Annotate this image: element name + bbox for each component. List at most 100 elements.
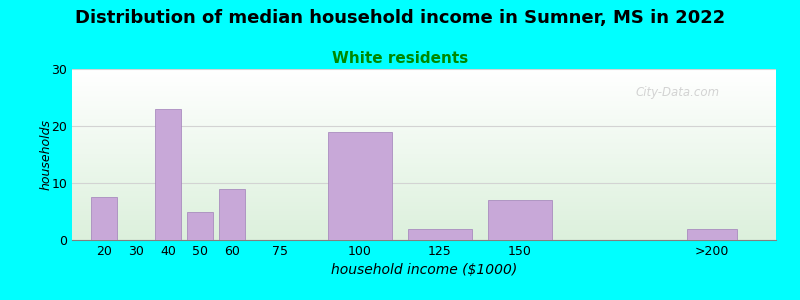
Bar	[72, 216, 776, 217]
Bar	[72, 118, 776, 119]
Bar	[72, 94, 776, 95]
Bar	[72, 99, 776, 100]
Bar	[72, 97, 776, 98]
Bar	[72, 95, 776, 96]
Bar	[72, 117, 776, 118]
Bar	[72, 206, 776, 207]
Bar	[72, 69, 776, 70]
Bar	[72, 232, 776, 233]
Bar	[187, 212, 213, 240]
Bar	[72, 90, 776, 91]
Bar	[72, 134, 776, 135]
Bar	[72, 180, 776, 181]
Bar	[72, 200, 776, 201]
Bar	[72, 159, 776, 160]
Bar	[72, 182, 776, 183]
Bar	[72, 83, 776, 84]
Bar	[72, 91, 776, 92]
Bar	[72, 151, 776, 152]
Bar	[72, 73, 776, 74]
Bar	[72, 214, 776, 215]
Bar	[72, 223, 776, 224]
Bar	[72, 155, 776, 156]
Bar	[72, 210, 776, 211]
Bar	[72, 98, 776, 99]
Bar	[72, 140, 776, 141]
Bar	[72, 227, 776, 228]
Bar	[72, 234, 776, 235]
Bar	[72, 161, 776, 162]
Bar	[72, 110, 776, 111]
Bar	[72, 94, 776, 95]
Bar	[72, 111, 776, 112]
Bar	[72, 192, 776, 193]
Bar	[72, 137, 776, 138]
Bar	[72, 226, 776, 227]
Bar	[72, 132, 776, 133]
Bar	[72, 100, 776, 101]
Bar	[72, 107, 776, 108]
Bar	[72, 147, 776, 148]
Bar	[72, 128, 776, 129]
Bar	[72, 219, 776, 220]
X-axis label: household income ($1000): household income ($1000)	[331, 263, 517, 278]
Text: City-Data.com: City-Data.com	[635, 86, 719, 99]
Bar	[72, 92, 776, 93]
Bar	[72, 75, 776, 76]
Bar	[72, 82, 776, 83]
Bar	[72, 237, 776, 238]
Bar	[72, 152, 776, 153]
Bar	[72, 125, 776, 126]
Bar	[72, 193, 776, 194]
Bar	[72, 116, 776, 117]
Bar	[72, 177, 776, 178]
Bar	[72, 87, 776, 88]
Bar	[72, 236, 776, 237]
Bar	[72, 202, 776, 203]
Bar	[72, 150, 776, 151]
Bar	[72, 113, 776, 114]
Bar	[72, 115, 776, 116]
Bar	[408, 229, 472, 240]
Bar	[72, 74, 776, 75]
Bar	[72, 126, 776, 127]
Bar	[72, 153, 776, 154]
Bar	[72, 229, 776, 230]
Bar	[72, 135, 776, 136]
Bar	[72, 80, 776, 81]
Bar	[72, 179, 776, 180]
Y-axis label: households: households	[39, 119, 52, 190]
Bar	[72, 220, 776, 221]
Bar	[72, 235, 776, 236]
Bar	[72, 172, 776, 173]
Bar	[72, 204, 776, 205]
Bar	[72, 239, 776, 240]
Bar	[72, 142, 776, 143]
Bar	[72, 197, 776, 198]
Bar	[72, 124, 776, 125]
Bar	[72, 184, 776, 185]
Bar	[72, 156, 776, 157]
Bar	[72, 221, 776, 222]
Bar	[72, 141, 776, 142]
Bar	[72, 76, 776, 77]
Bar	[72, 195, 776, 196]
Bar	[72, 217, 776, 218]
Bar	[72, 123, 776, 124]
Bar	[328, 132, 392, 240]
Bar	[72, 102, 776, 103]
Bar	[72, 167, 776, 168]
Bar	[72, 112, 776, 113]
Bar	[72, 233, 776, 234]
Bar	[72, 148, 776, 149]
Bar	[72, 222, 776, 223]
Bar	[72, 201, 776, 202]
Bar	[72, 186, 776, 187]
Bar	[72, 198, 776, 199]
Bar	[219, 189, 245, 240]
Bar	[72, 104, 776, 105]
Bar	[72, 228, 776, 229]
Bar	[72, 189, 776, 190]
Bar	[72, 138, 776, 139]
Bar	[72, 170, 776, 171]
